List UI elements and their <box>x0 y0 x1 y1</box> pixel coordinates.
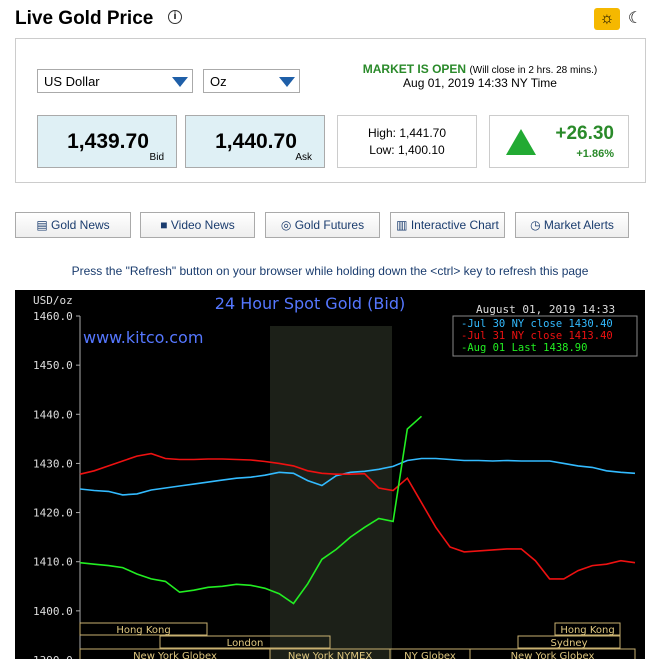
ask: 1,440.70 <box>215 130 297 153</box>
y-unit: USD/oz <box>33 294 73 307</box>
watermark: www.kitco.com <box>83 328 203 347</box>
unit: Oz <box>210 74 227 89</box>
session-label: NY Globex <box>404 651 456 659</box>
label: Video News <box>170 218 235 232</box>
session-bar <box>469 648 636 659</box>
legend-entry: -Jul 31 NY close 1413.40 <box>461 330 613 342</box>
series-line <box>79 415 423 605</box>
session-label: London <box>227 638 264 649</box>
legend-entry: -Aug 01 Last 1438.90 <box>461 342 587 354</box>
light-toggle[interactable]: ☼ <box>594 8 620 30</box>
legend-box <box>452 315 638 357</box>
timestamp: August 01, 2019 14:33 <box>476 303 615 316</box>
unit-select[interactable]: Oz <box>203 69 300 93</box>
label: Market Alerts <box>543 218 614 232</box>
up-arrow <box>506 129 536 155</box>
label: Gold News <box>50 218 110 232</box>
market-status: MARKET IS OPEN <box>362 62 467 76</box>
y-tick-label: 1450.0 <box>33 359 73 372</box>
change-pct: +1.86% <box>576 148 614 160</box>
bid-box: 1,439.70 Bid <box>37 115 177 168</box>
video-news-button[interactable]: ■ Video News <box>140 212 255 238</box>
high: High: 1,441.70 <box>367 126 447 140</box>
gold-chart: USD/oz 24 Hour Spot Gold (Bid) August 01, … <box>15 290 645 659</box>
y-tick-label: 1430.0 <box>33 457 73 470</box>
market-info: MARKET IS OPEN (Will close in 2 hrs. 28 … <box>330 62 630 90</box>
change-box: +26.30 +1.86% <box>489 115 629 168</box>
bid: 1,439.70 <box>67 130 149 153</box>
label: Gold Futures <box>294 218 365 232</box>
chart-title: 24 Hour Spot Gold (Bid) <box>215 294 405 313</box>
bid-label: Bid <box>149 152 164 163</box>
series-line <box>79 452 636 580</box>
session-label: New York Globex <box>133 651 217 659</box>
dark-toggle[interactable]: ☾ <box>627 10 643 27</box>
session-bar <box>79 622 208 636</box>
label: Interactive Chart <box>410 218 499 232</box>
y-tick-label: 1390.0 <box>33 654 73 659</box>
market-time: Aug 01, 2019 14:33 NY Time <box>403 76 557 90</box>
y-tick-label: 1420.0 <box>33 507 73 520</box>
market-alerts-button[interactable]: ◷ Market Alerts <box>515 212 629 238</box>
currency-select[interactable]: US Dollar <box>37 69 193 93</box>
market-note: (Will close in 2 hrs. 28 mins.) <box>469 65 598 76</box>
low: Low: 1,400.10 <box>369 143 445 157</box>
ask-label: Ask <box>295 152 312 163</box>
legend-entry: -Jul 30 NY close 1430.40 <box>461 318 613 330</box>
series-line <box>79 457 636 496</box>
ny-session-shade <box>270 326 392 659</box>
gold-news-button[interactable]: ▤ Gold News <box>15 212 131 238</box>
session-label: Sydney <box>550 638 587 649</box>
y-tick-label: 1410.0 <box>33 556 73 569</box>
y-tick-label: 1440.0 <box>33 408 73 421</box>
title: Live Gold Price <box>15 8 154 29</box>
refresh-notice: Press the "Refresh" button on your brows… <box>71 264 589 278</box>
y-tick-label: 1460.0 <box>33 310 73 323</box>
change: +26.30 <box>555 123 614 144</box>
session-label: New York NYMEX <box>288 651 373 659</box>
range-box: High: 1,441.70 Low: 1,400.10 <box>337 115 477 168</box>
interactive-chart-button[interactable]: ▥ Interactive Chart <box>390 212 505 238</box>
session-bar <box>517 635 621 649</box>
currency: US Dollar <box>44 74 100 89</box>
gold-futures-button[interactable]: ◎ Gold Futures <box>265 212 380 238</box>
session-label: Hong Kong <box>116 625 170 636</box>
session-label: New York Globex <box>511 651 595 659</box>
info-icon[interactable]: i <box>168 10 182 24</box>
session-bar <box>554 622 621 636</box>
y-tick-label: 1400.0 <box>33 605 73 618</box>
session-bar <box>159 635 331 649</box>
ask-box: 1,440.70 Ask <box>185 115 325 168</box>
quote-panel <box>15 38 646 183</box>
session-label: Hong Kong <box>560 625 614 636</box>
